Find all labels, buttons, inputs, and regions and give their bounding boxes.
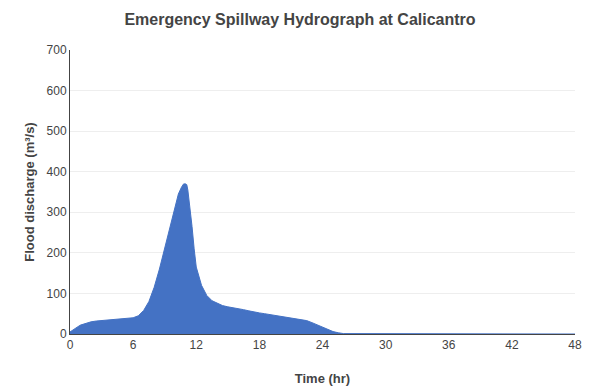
svg-text:42: 42: [505, 338, 519, 352]
svg-text:18: 18: [253, 338, 267, 352]
svg-text:0: 0: [60, 327, 67, 341]
svg-text:24: 24: [316, 338, 330, 352]
svg-text:600: 600: [47, 84, 67, 98]
svg-text:36: 36: [442, 338, 456, 352]
svg-text:300: 300: [47, 205, 67, 219]
svg-text:0: 0: [67, 338, 74, 352]
svg-text:48: 48: [568, 338, 582, 352]
svg-text:30: 30: [379, 338, 393, 352]
svg-text:100: 100: [47, 287, 67, 301]
svg-text:Time (hr): Time (hr): [295, 371, 350, 386]
svg-text:200: 200: [47, 246, 67, 260]
svg-text:12: 12: [190, 338, 204, 352]
svg-text:400: 400: [47, 165, 67, 179]
svg-text:Emergency Spillway Hydrograph: Emergency Spillway Hydrograph at Calican…: [124, 11, 475, 28]
svg-text:700: 700: [47, 43, 67, 57]
svg-text:6: 6: [130, 338, 137, 352]
svg-text:500: 500: [47, 124, 67, 138]
svg-text:Flood discharge (m³/s): Flood discharge (m³/s): [22, 122, 37, 261]
